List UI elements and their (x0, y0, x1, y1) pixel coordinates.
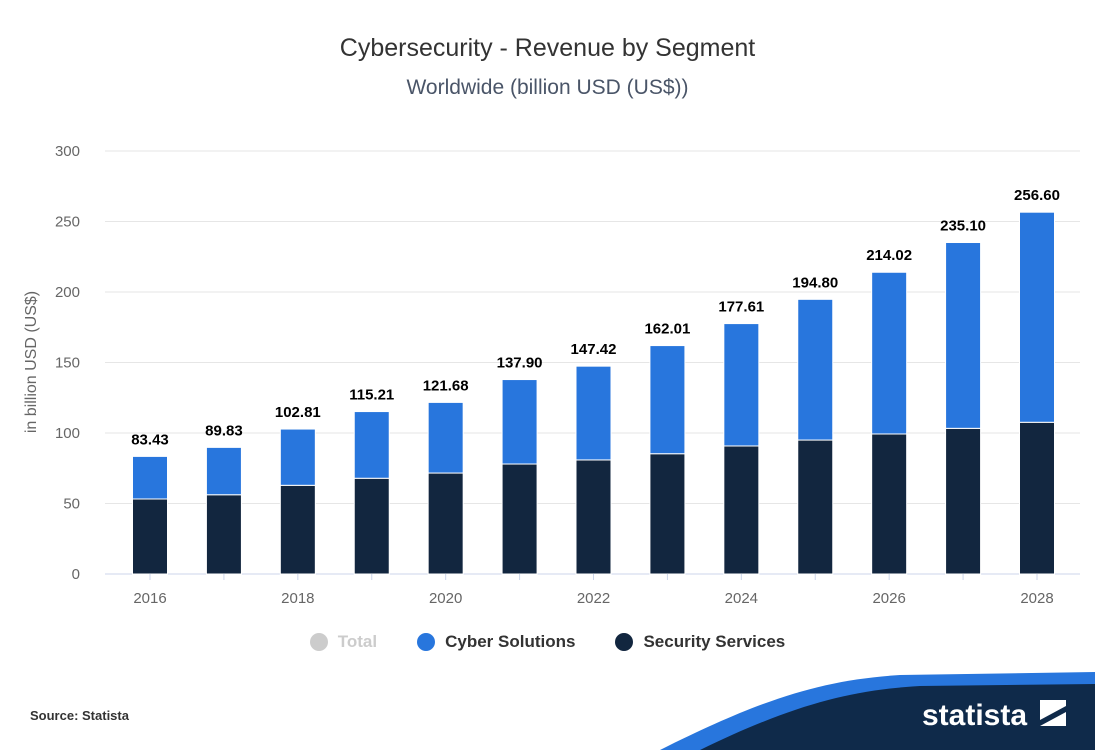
y-tick-label: 0 (72, 566, 80, 583)
bar-cyber-solutions (797, 298, 834, 441)
bar-cyber-solutions (353, 411, 390, 479)
bar-security-services (427, 472, 464, 575)
bar-security-services (1019, 421, 1055, 575)
bar-security-services (205, 494, 242, 575)
data-label: 214.02 (866, 247, 912, 264)
bar-security-services (945, 427, 982, 575)
bar-cyber-solutions (1019, 211, 1055, 423)
x-tick-label: 2024 (725, 590, 758, 607)
bar-cyber-solutions (427, 401, 464, 474)
bar-security-services (871, 433, 908, 575)
data-label: 256.60 (1014, 187, 1060, 204)
legend-marker (309, 633, 328, 651)
y-tick-label: 300 (55, 143, 80, 160)
x-tick-label: 2026 (872, 590, 905, 607)
bar-cyber-solutions (279, 428, 316, 486)
data-label: 162.01 (644, 321, 690, 338)
legend-label: Security Services (643, 632, 786, 651)
data-label: 235.10 (940, 218, 986, 235)
legend-item-cyber-solutions[interactable]: Cyber Solutions (417, 632, 575, 652)
bar-cyber-solutions (871, 271, 908, 435)
bar-cyber-solutions (205, 446, 242, 496)
data-label: 177.61 (718, 299, 764, 316)
x-tick-label: 2018 (281, 590, 314, 607)
x-tick-label: 2020 (429, 590, 462, 607)
bar-security-services (797, 439, 834, 575)
data-label: 121.68 (423, 377, 469, 394)
data-label: 115.21 (349, 387, 394, 404)
bar-security-services (279, 484, 316, 575)
bar-security-services (132, 498, 168, 575)
chart-subtitle: Worldwide (billion USD (US$)) (406, 76, 689, 99)
x-tick-label: 2022 (577, 590, 610, 607)
x-tick-label: 2016 (133, 590, 166, 607)
data-label: 137.90 (497, 355, 543, 372)
source-note: Source: Statista (30, 708, 129, 723)
data-label: 194.80 (792, 274, 838, 291)
bar-security-services (723, 445, 760, 575)
y-tick-label: 50 (63, 496, 80, 513)
bar-cyber-solutions (723, 323, 760, 447)
legend-label: Total (337, 632, 378, 651)
data-label: 83.43 (131, 431, 169, 448)
bar-security-services (649, 453, 686, 575)
y-tick-label: 200 (55, 284, 80, 301)
bar-cyber-solutions (649, 345, 686, 455)
legend-marker (417, 633, 436, 651)
y-tick-label: 150 (55, 355, 80, 372)
legend-label: Cyber Solutions (445, 632, 576, 651)
legend-item-total[interactable]: Total (309, 632, 378, 652)
bar-cyber-solutions (501, 379, 538, 465)
legend-marker (615, 633, 634, 651)
data-label: 102.81 (275, 404, 321, 421)
bar-security-services (353, 477, 390, 575)
data-label: 147.42 (571, 341, 617, 358)
data-label: 89.83 (205, 422, 243, 439)
y-tick-label: 100 (55, 425, 80, 442)
y-axis-label: in billion USD (US$) (23, 291, 40, 433)
legend: Total Cyber Solutions Security Services (0, 632, 1095, 652)
x-tick-label: 2028 (1020, 590, 1053, 607)
bar-security-services (501, 463, 538, 575)
legend-item-security-services[interactable]: Security Services (615, 632, 785, 652)
y-tick-label: 250 (55, 214, 80, 231)
bar-cyber-solutions (575, 365, 612, 461)
bar-security-services (575, 459, 612, 575)
bar-cyber-solutions (945, 242, 982, 429)
chart-title: Cybersecurity - Revenue by Segment (339, 34, 756, 62)
bar-cyber-solutions (132, 455, 168, 500)
